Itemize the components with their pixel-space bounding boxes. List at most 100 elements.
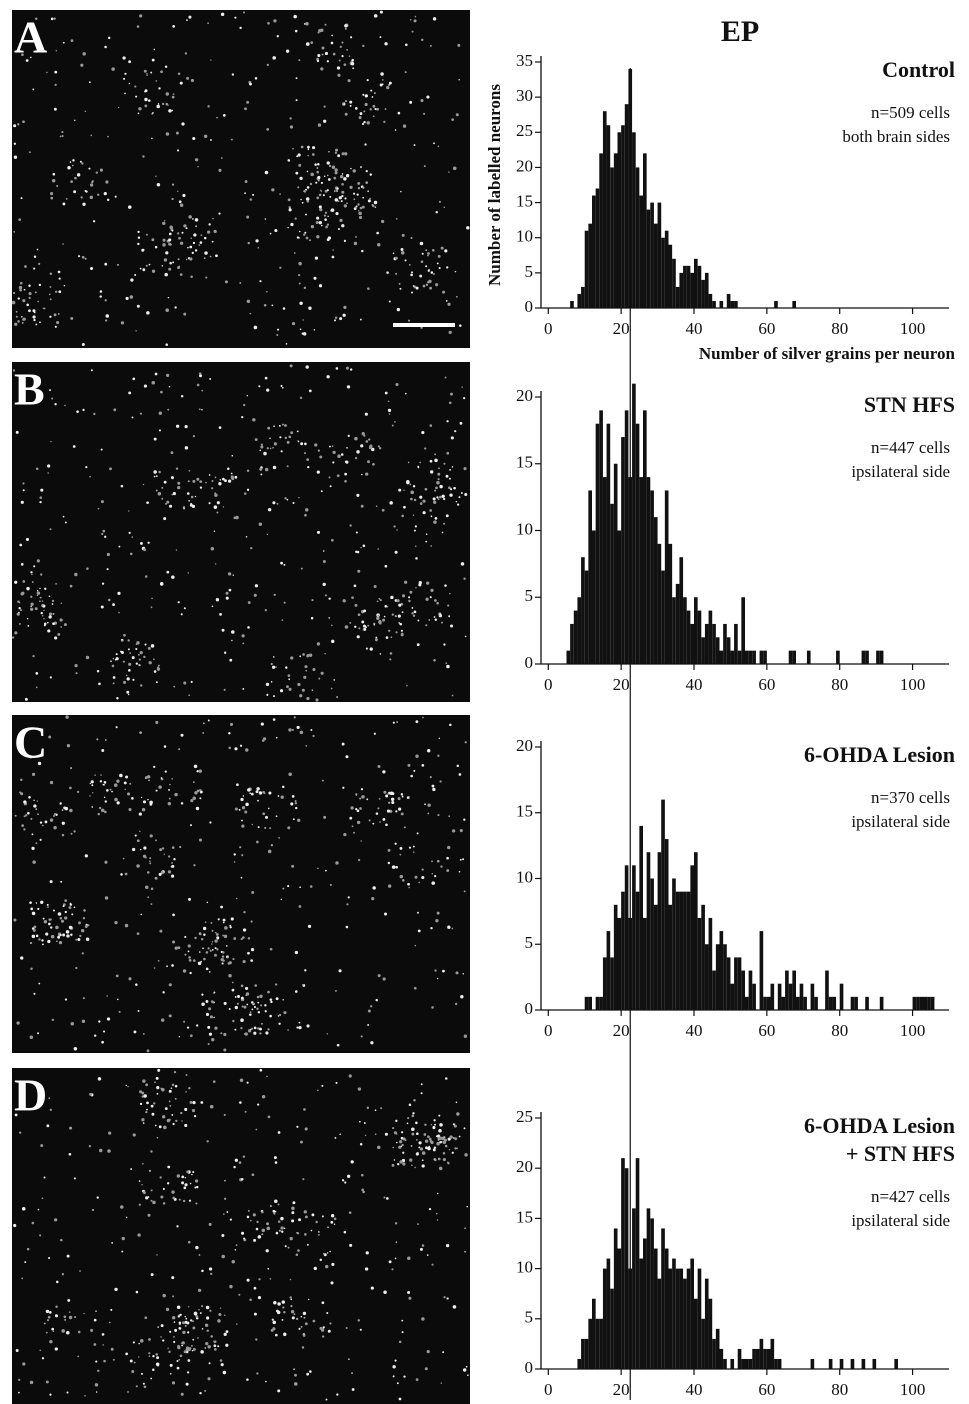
grain bbox=[369, 198, 371, 200]
bar bbox=[749, 1359, 753, 1369]
grain bbox=[205, 921, 207, 923]
grain bbox=[147, 775, 150, 778]
grain bbox=[215, 254, 218, 257]
grain bbox=[146, 74, 148, 76]
grain bbox=[341, 195, 343, 197]
grain bbox=[250, 959, 253, 962]
grain bbox=[435, 517, 438, 520]
grain bbox=[50, 528, 52, 530]
grain bbox=[193, 1348, 196, 1351]
grain bbox=[234, 17, 236, 19]
grain bbox=[226, 597, 229, 600]
grain bbox=[161, 487, 163, 489]
grain bbox=[426, 581, 429, 584]
grain bbox=[188, 950, 190, 952]
grain bbox=[389, 413, 391, 415]
grain bbox=[26, 303, 29, 306]
grain bbox=[209, 502, 211, 504]
grain bbox=[466, 226, 469, 229]
bar bbox=[618, 1249, 622, 1369]
grain bbox=[92, 1209, 94, 1211]
grain bbox=[37, 301, 39, 303]
annotation: both brain sides bbox=[842, 127, 950, 146]
grain bbox=[139, 1090, 142, 1093]
grain bbox=[128, 977, 131, 980]
grain bbox=[384, 605, 387, 608]
grain bbox=[214, 992, 216, 994]
grain bbox=[248, 242, 250, 244]
grain bbox=[256, 790, 259, 793]
grain bbox=[186, 259, 188, 261]
grain bbox=[188, 572, 190, 574]
grain bbox=[128, 648, 130, 650]
grain bbox=[425, 598, 428, 601]
grain bbox=[190, 1101, 193, 1104]
grain bbox=[282, 999, 284, 1001]
grain bbox=[91, 784, 93, 786]
grain bbox=[266, 1249, 269, 1252]
grain bbox=[409, 264, 410, 265]
grain bbox=[136, 1291, 139, 1294]
grain bbox=[299, 302, 302, 305]
grain bbox=[177, 486, 180, 489]
bar bbox=[741, 971, 745, 1010]
grain bbox=[200, 1350, 204, 1354]
grain bbox=[355, 205, 357, 207]
grain bbox=[13, 919, 16, 922]
grain bbox=[351, 62, 354, 65]
grain bbox=[224, 1002, 227, 1005]
grain bbox=[434, 1159, 436, 1161]
grain bbox=[54, 636, 57, 639]
grain bbox=[42, 615, 44, 617]
grain bbox=[52, 622, 55, 625]
grain bbox=[139, 731, 142, 734]
grain bbox=[355, 107, 358, 110]
grain bbox=[36, 468, 39, 471]
grain bbox=[47, 940, 50, 943]
grain bbox=[165, 251, 168, 254]
grain bbox=[415, 587, 417, 589]
grain bbox=[69, 926, 72, 929]
grain bbox=[328, 617, 330, 619]
grain bbox=[411, 271, 413, 273]
grain bbox=[334, 319, 336, 321]
grain bbox=[463, 467, 466, 470]
grain bbox=[360, 1143, 363, 1146]
grain bbox=[257, 800, 259, 802]
bar bbox=[792, 301, 796, 308]
bar bbox=[800, 984, 804, 1010]
grain bbox=[310, 183, 312, 185]
grain bbox=[118, 546, 120, 548]
grain bbox=[363, 629, 365, 631]
grain bbox=[137, 932, 140, 935]
grain bbox=[106, 995, 108, 997]
grain bbox=[463, 397, 465, 399]
grain bbox=[143, 1094, 146, 1097]
grain bbox=[169, 233, 172, 236]
grain bbox=[413, 770, 415, 772]
grain bbox=[252, 194, 254, 196]
grain bbox=[55, 84, 57, 86]
grain bbox=[140, 542, 143, 545]
bar bbox=[650, 1218, 654, 1369]
grain bbox=[331, 624, 333, 626]
grain bbox=[422, 253, 424, 255]
grain bbox=[358, 1087, 361, 1090]
grain bbox=[388, 630, 390, 632]
grain bbox=[175, 1120, 177, 1122]
grain bbox=[424, 803, 426, 805]
grain bbox=[278, 1131, 281, 1134]
grain bbox=[82, 1020, 85, 1023]
grain bbox=[304, 1233, 307, 1236]
grain bbox=[367, 287, 370, 290]
grain bbox=[17, 320, 20, 323]
grain bbox=[407, 1291, 410, 1294]
grain bbox=[224, 689, 226, 691]
grain bbox=[190, 1183, 192, 1185]
grain bbox=[63, 516, 65, 518]
grain bbox=[48, 736, 51, 739]
grain bbox=[408, 320, 410, 322]
grain bbox=[347, 1175, 350, 1178]
grain bbox=[362, 45, 364, 47]
grain bbox=[173, 93, 175, 95]
